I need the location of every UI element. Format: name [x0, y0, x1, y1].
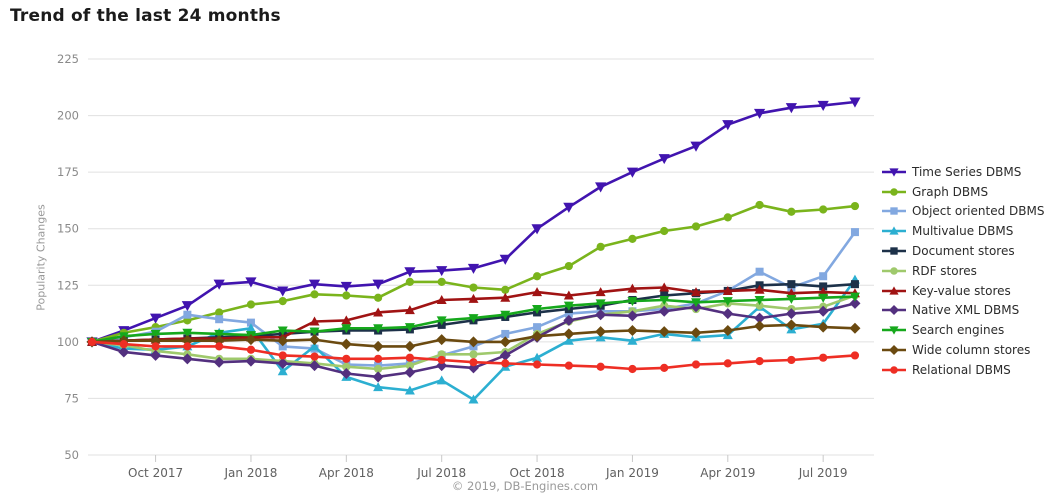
- legend-item-multivalue-dbms[interactable]: Multivalue DBMS: [882, 221, 1044, 241]
- legend-item-graph-dbms[interactable]: Graph DBMS: [882, 182, 1044, 202]
- legend-label: Multivalue DBMS: [912, 224, 1014, 239]
- y-axis-title: Popularity Changes: [34, 204, 48, 311]
- x-tick-label: Jan 2018: [224, 466, 278, 480]
- x-tick-label: Jan 2019: [605, 466, 659, 480]
- series-line-time-series-dbms: [90, 100, 857, 344]
- y-tick-label: 50: [64, 448, 79, 462]
- x-tick-label: Oct 2017: [128, 466, 183, 480]
- x-tick-label: Oct 2018: [510, 466, 565, 480]
- legend-item-key-value-stores[interactable]: Key-value stores: [882, 281, 1044, 301]
- series-markers-relational-dbms: [87, 337, 860, 374]
- legend-label: Native XML DBMS: [912, 303, 1020, 318]
- legend-item-wide-column-stores[interactable]: Wide column stores: [882, 340, 1044, 360]
- legend-item-search-engines[interactable]: Search engines: [882, 320, 1044, 340]
- legend-marker-object-oriented-dbms: [882, 207, 906, 216]
- legend-item-relational-dbms[interactable]: Relational DBMS: [882, 360, 1044, 380]
- chart-title: Trend of the last 24 months: [10, 6, 281, 26]
- legend-label: Key-value stores: [912, 283, 1011, 298]
- legend-label: Object oriented DBMS: [912, 204, 1045, 219]
- legend-marker-rdf-stores: [882, 267, 906, 275]
- legend-marker-relational-dbms: [882, 366, 906, 374]
- legend-label: Search engines: [912, 323, 1005, 338]
- x-tick-label: Jul 2018: [416, 466, 466, 480]
- x-tick-label: Jul 2019: [798, 466, 848, 480]
- legend-item-rdf-stores[interactable]: RDF stores: [882, 261, 1044, 281]
- y-tick-label: 150: [57, 222, 79, 236]
- y-tick-label: 225: [57, 52, 79, 66]
- legend-item-document-stores[interactable]: Document stores: [882, 241, 1044, 261]
- legend-label: Time Series DBMS: [912, 164, 1022, 179]
- y-tick-label: 75: [64, 391, 79, 405]
- legend-label: RDF stores: [912, 263, 977, 278]
- legend-item-object-oriented-dbms[interactable]: Object oriented DBMS: [882, 202, 1044, 222]
- chart-legend: Time Series DBMS Graph DBMS Object oriente…: [882, 162, 1044, 380]
- legend-label: Graph DBMS: [912, 184, 989, 199]
- gridlines: 50 75 100 125 150 175 200 225: [57, 52, 874, 462]
- series-relational-dbms: [87, 337, 860, 374]
- legend-marker-key-value-stores: [882, 286, 906, 295]
- legend-marker-document-stores: [882, 247, 906, 255]
- legend-item-time-series-dbms[interactable]: Time Series DBMS: [882, 162, 1044, 182]
- x-tick-label: Apr 2019: [700, 466, 755, 480]
- legend-label: Wide column stores: [912, 343, 1031, 358]
- y-tick-label: 200: [57, 109, 79, 123]
- copyright-note: © 2019, DB-Engines.com: [451, 479, 599, 493]
- x-tick-label: Apr 2018: [319, 466, 374, 480]
- legend-marker-wide-column-stores: [882, 345, 906, 356]
- y-tick-label: 125: [57, 278, 79, 292]
- legend-marker-search-engines: [882, 326, 906, 335]
- series-time-series-dbms: [86, 97, 861, 348]
- legend-item-native-xml-dbms[interactable]: Native XML DBMS: [882, 301, 1044, 321]
- legend-label: Relational DBMS: [912, 362, 1011, 377]
- legend-marker-graph-dbms: [882, 187, 906, 196]
- legend-marker-multivalue-dbms: [882, 226, 906, 235]
- x-axis: Oct 2017 Jan 2018 Apr 2018 Jul 2018 Oct 2018…: [128, 455, 848, 480]
- y-tick-label: 100: [57, 335, 79, 349]
- legend-marker-time-series-dbms: [882, 168, 906, 177]
- legend-marker-native-xml-dbms: [882, 305, 906, 316]
- y-tick-label: 175: [57, 165, 79, 179]
- series-markers-time-series-dbms: [86, 97, 861, 348]
- legend-label: Document stores: [912, 244, 1015, 259]
